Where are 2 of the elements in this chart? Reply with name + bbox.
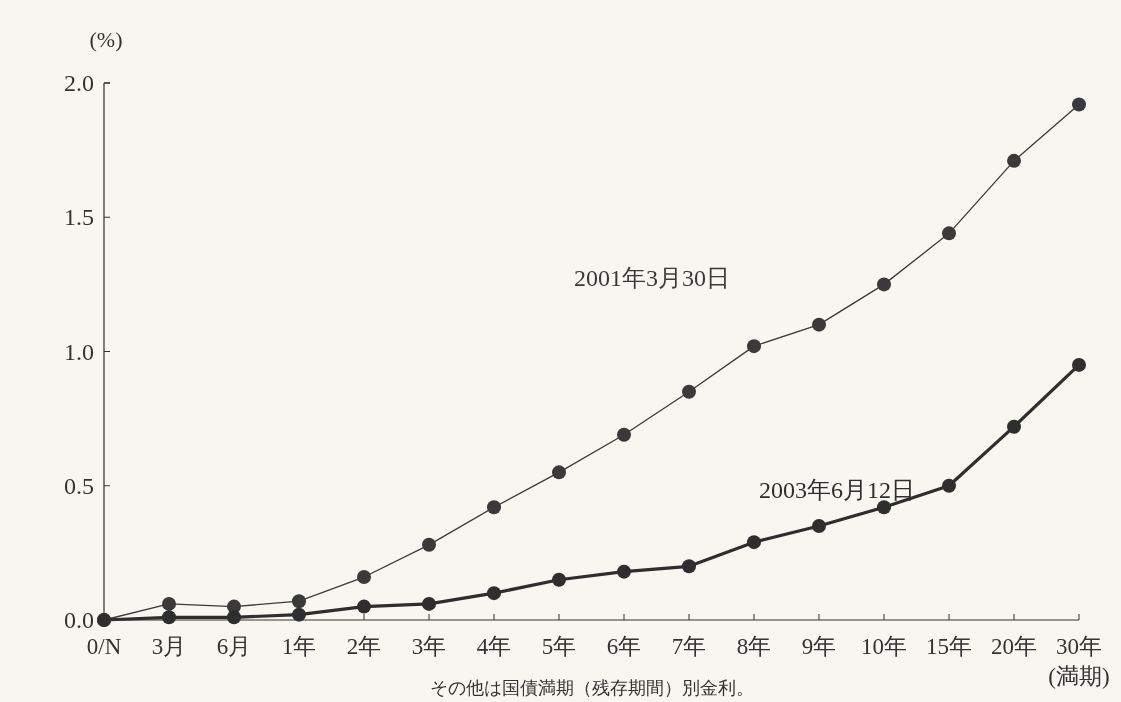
ylabel: (%) bbox=[89, 27, 123, 52]
annotation: その他は国債満期（残存期間）別金利。 bbox=[429, 678, 754, 698]
